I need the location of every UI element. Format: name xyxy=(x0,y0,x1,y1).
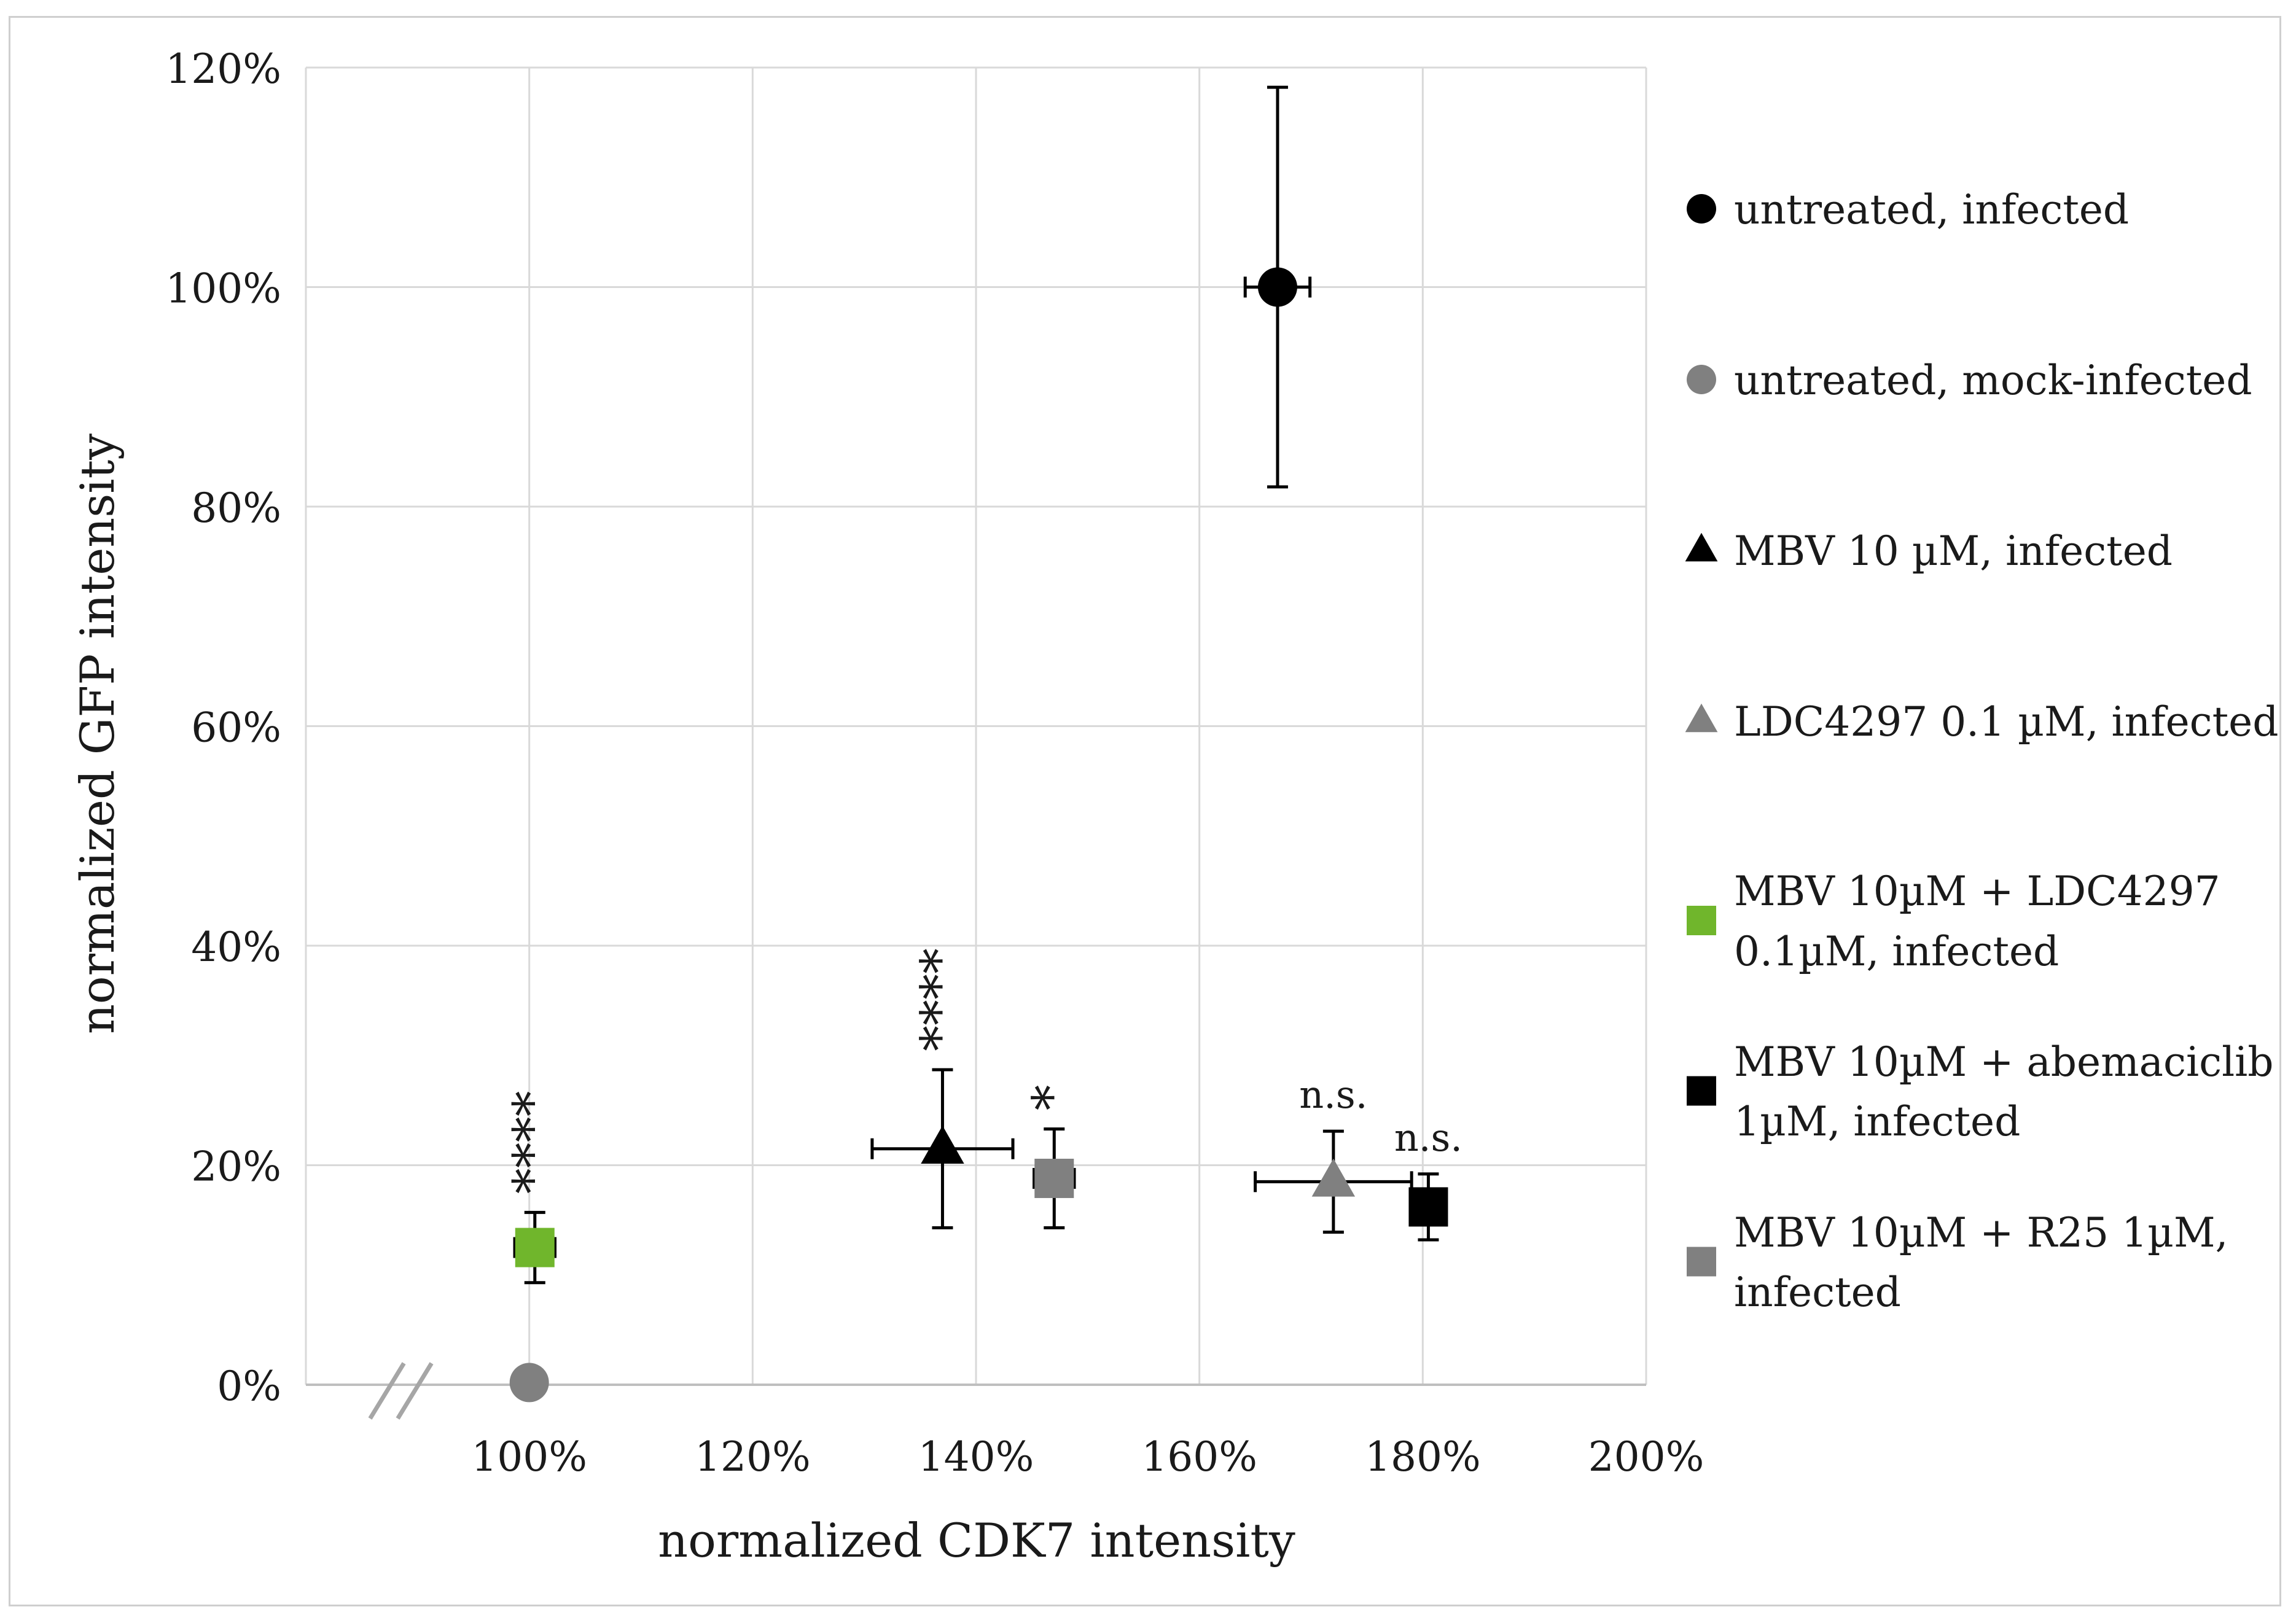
legend-label: infected xyxy=(1734,1269,1901,1316)
point-6-square-marker xyxy=(1408,1187,1448,1227)
legend-square-marker xyxy=(1687,1076,1716,1106)
legend-label: LDC4297 0.1 µM, infected xyxy=(1734,698,2278,745)
point-3-triangle-marker xyxy=(921,1125,964,1164)
legend-triangle-marker xyxy=(1685,703,1718,733)
point-5-square-marker xyxy=(515,1228,555,1267)
x-axis-title: normalized CDK7 intensity xyxy=(658,1513,1295,1568)
legend: untreated, infected untreated, mock-infec… xyxy=(1685,186,2278,1316)
point-4-significance-label: n.s. xyxy=(1299,1072,1367,1117)
axes-layer: 0% 20% 40% 60% 80% 100% 120% 100% 120% 140% 160% 18… xyxy=(165,45,1704,1481)
x-tick-label: 200% xyxy=(1588,1433,1704,1481)
y-tick-label: 40% xyxy=(191,924,281,971)
legend-label: 1µM, infected xyxy=(1734,1098,2020,1145)
x-tick-label: 100% xyxy=(471,1433,587,1481)
legend-item: MBV 10µM + R25 1µM, infected xyxy=(1687,1209,2228,1316)
y-tick-label: 100% xyxy=(165,265,281,313)
legend-circle-marker xyxy=(1687,194,1716,224)
x-tick-label: 180% xyxy=(1365,1433,1481,1481)
legend-triangle-marker xyxy=(1685,532,1718,562)
axis-break-mark xyxy=(368,1362,406,1420)
legend-label: untreated, mock-infected xyxy=(1734,357,2252,404)
legend-square-marker xyxy=(1687,906,1716,935)
legend-label: MBV 10µM + LDC4297 xyxy=(1734,868,2220,915)
point-5-significance-label: **** xyxy=(502,1091,562,1194)
y-axis-title: normalized GFP intensity xyxy=(70,434,125,1034)
point-1-circle-marker xyxy=(1257,267,1297,307)
legend-item: LDC4297 0.1 µM, infected xyxy=(1685,698,2278,745)
chart-frame xyxy=(9,16,2281,1606)
legend-item: untreated, mock-infected xyxy=(1687,357,2252,404)
legend-label: MBV 10 µM, infected xyxy=(1734,527,2173,575)
x-tick-label: 120% xyxy=(695,1433,811,1481)
legend-label: untreated, infected xyxy=(1734,186,2129,233)
legend-label: 0.1µM, infected xyxy=(1734,928,2059,975)
y-tick-label: 20% xyxy=(191,1143,281,1191)
legend-item: MBV 10 µM, infected xyxy=(1685,527,2173,575)
point-6-significance-label: n.s. xyxy=(1394,1115,1462,1160)
legend-circle-marker xyxy=(1687,365,1716,394)
grid-layer xyxy=(305,66,1647,1385)
point-7-square-marker xyxy=(1034,1158,1074,1198)
error-bars-layer xyxy=(513,85,1445,1393)
legend-item: MBV 10µM + LDC4297 0.1µM, infected xyxy=(1687,868,2220,975)
legend-label: MBV 10µM + R25 1µM, xyxy=(1734,1209,2228,1256)
y-tick-label: 120% xyxy=(165,45,281,93)
point-4-triangle-marker xyxy=(1311,1158,1356,1197)
point-3-significance-label: **** xyxy=(909,948,969,1051)
y-tick-label: 0% xyxy=(217,1363,281,1410)
legend-square-marker xyxy=(1687,1247,1716,1277)
annotations-layer: **** n.s. **** n.s. * xyxy=(502,948,1462,1194)
legend-item: untreated, infected xyxy=(1687,186,2129,233)
markers-layer xyxy=(509,267,1448,1403)
y-tick-label: 80% xyxy=(191,485,281,532)
point-2-circle-marker xyxy=(509,1363,549,1403)
legend-label: MBV 10µM + abemaciclib xyxy=(1734,1038,2274,1086)
x-tick-label: 160% xyxy=(1141,1433,1257,1481)
y-tick-label: 60% xyxy=(191,704,281,752)
legend-item: MBV 10µM + abemaciclib 1µM, infected xyxy=(1687,1038,2274,1145)
axis-break-mark xyxy=(396,1362,434,1420)
point-7-significance-label: * xyxy=(1021,1085,1081,1111)
x-tick-label: 140% xyxy=(918,1433,1034,1481)
